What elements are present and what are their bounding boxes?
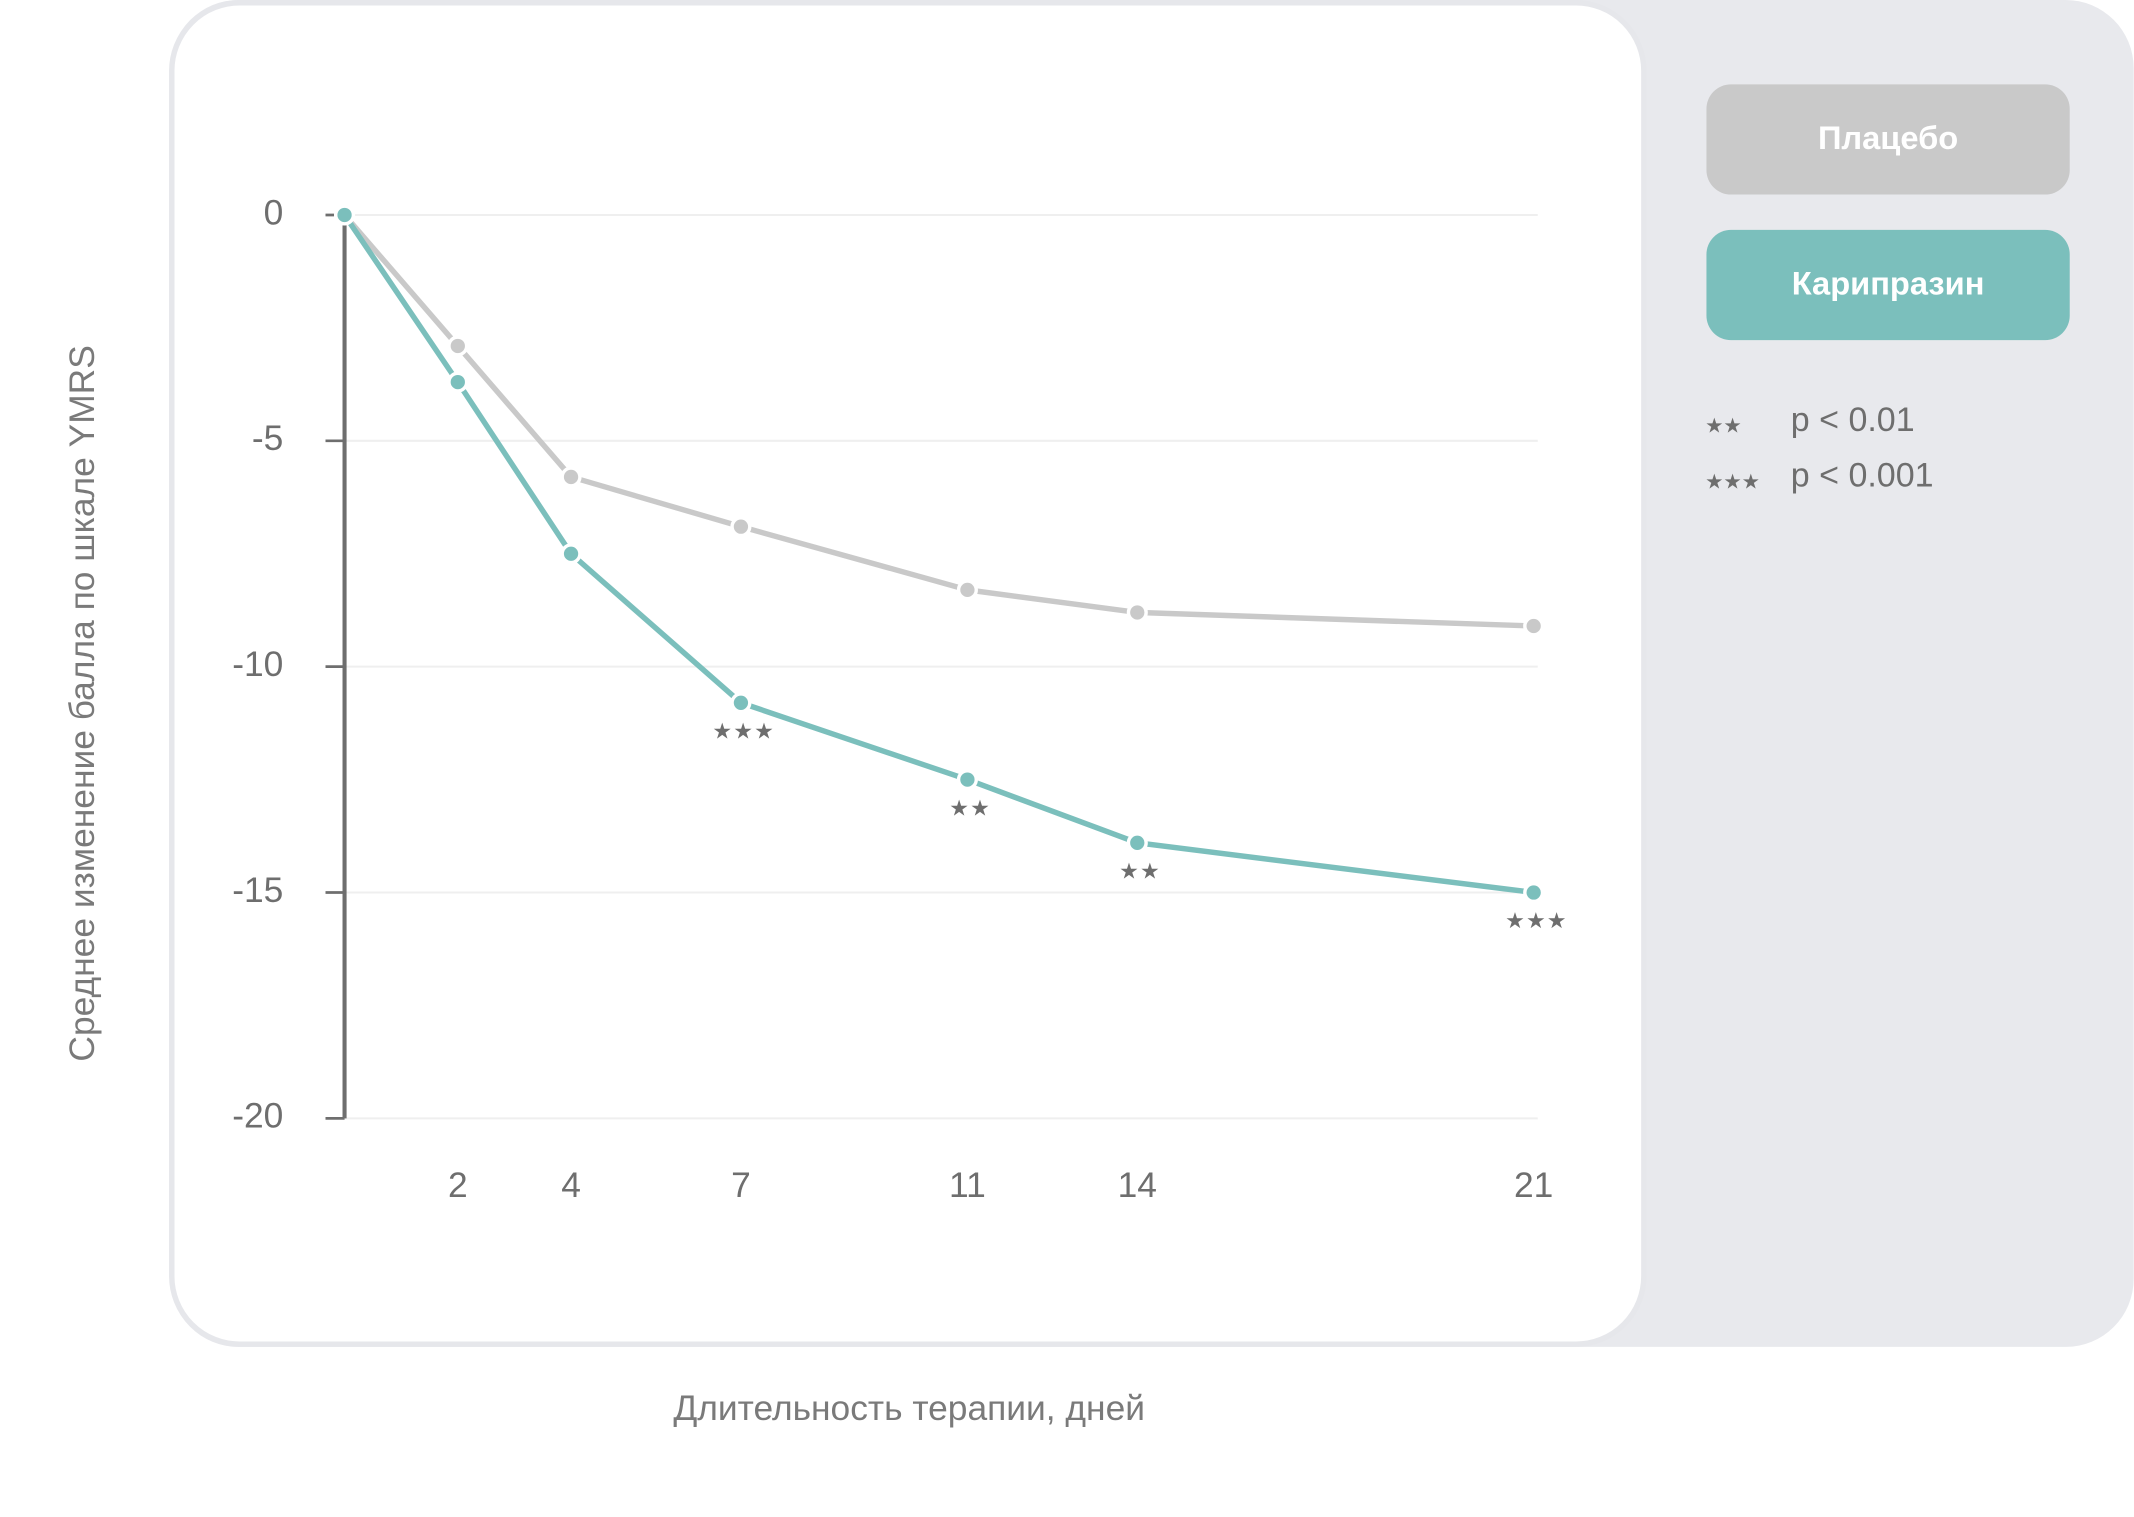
data-point [560,466,582,488]
significance-mark: ★★★ [1505,908,1568,933]
significance-mark: ★★★ [712,718,775,743]
x-tick-label: 11 [949,1166,986,1205]
y-tick-label: 0 [264,193,284,232]
legend-button[interactable]: Плацебо [1706,84,2070,195]
y-tick-label: -5 [252,419,283,458]
x-tick-label: 21 [1514,1166,1553,1205]
plot-area: 0-5-10-15-202 4 7 11 14 21★★★★★★★★★★ [232,193,1568,1205]
x-tick-label: 4 [561,1166,581,1205]
x-tick-label: 7 [731,1166,751,1205]
x-tick-label: 2 [448,1166,468,1205]
legend: Плацебо Карипразин ★★ p < 0.01 ★★★ p < 0.001 [1705,84,2070,495]
data-point [447,335,469,357]
legend-label: Карипразин [1792,264,1985,301]
y-tick-label: -15 [232,871,283,910]
data-point [730,516,752,538]
data-point [560,543,582,565]
x-tick-label: 14 [1118,1166,1157,1205]
data-point [1523,881,1545,904]
legend-label: Плацебо [1818,119,1958,156]
data-point [956,579,978,601]
data-point [334,204,356,226]
data-point [1523,615,1545,637]
significance-mark: ★★ [949,795,991,820]
y-tick-label: -20 [232,1097,283,1136]
data-point [447,371,469,393]
data-point [956,769,978,791]
legend-button-bg [1706,84,2070,195]
legend-button[interactable]: Карипразин [1706,229,2070,341]
data-point [1126,832,1148,854]
note-symbol: ★★ [1705,416,1742,438]
y-tick-label: -10 [232,645,283,684]
note-text: p < 0.001 [1791,457,1934,495]
plot-card [169,0,1647,1347]
significance-mark: ★★ [1119,859,1161,884]
note-text: p < 0.01 [1791,401,1915,439]
y-axis-label: Среднее изменение балла по шкале YMRS [63,345,102,1061]
note-symbol: ★★★ [1705,471,1760,493]
data-point [730,692,752,714]
data-point [1126,601,1148,624]
legend-button-bg [1706,229,2070,341]
x-axis-label: Длительность терапии, дней [673,1389,1145,1428]
